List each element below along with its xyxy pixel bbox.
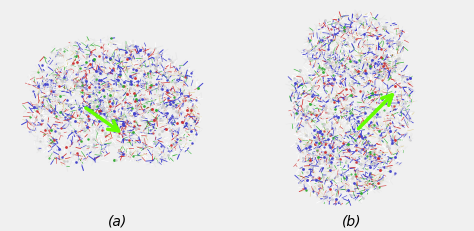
Text: (a): (a) [108, 215, 127, 229]
Text: (b): (b) [342, 215, 362, 229]
